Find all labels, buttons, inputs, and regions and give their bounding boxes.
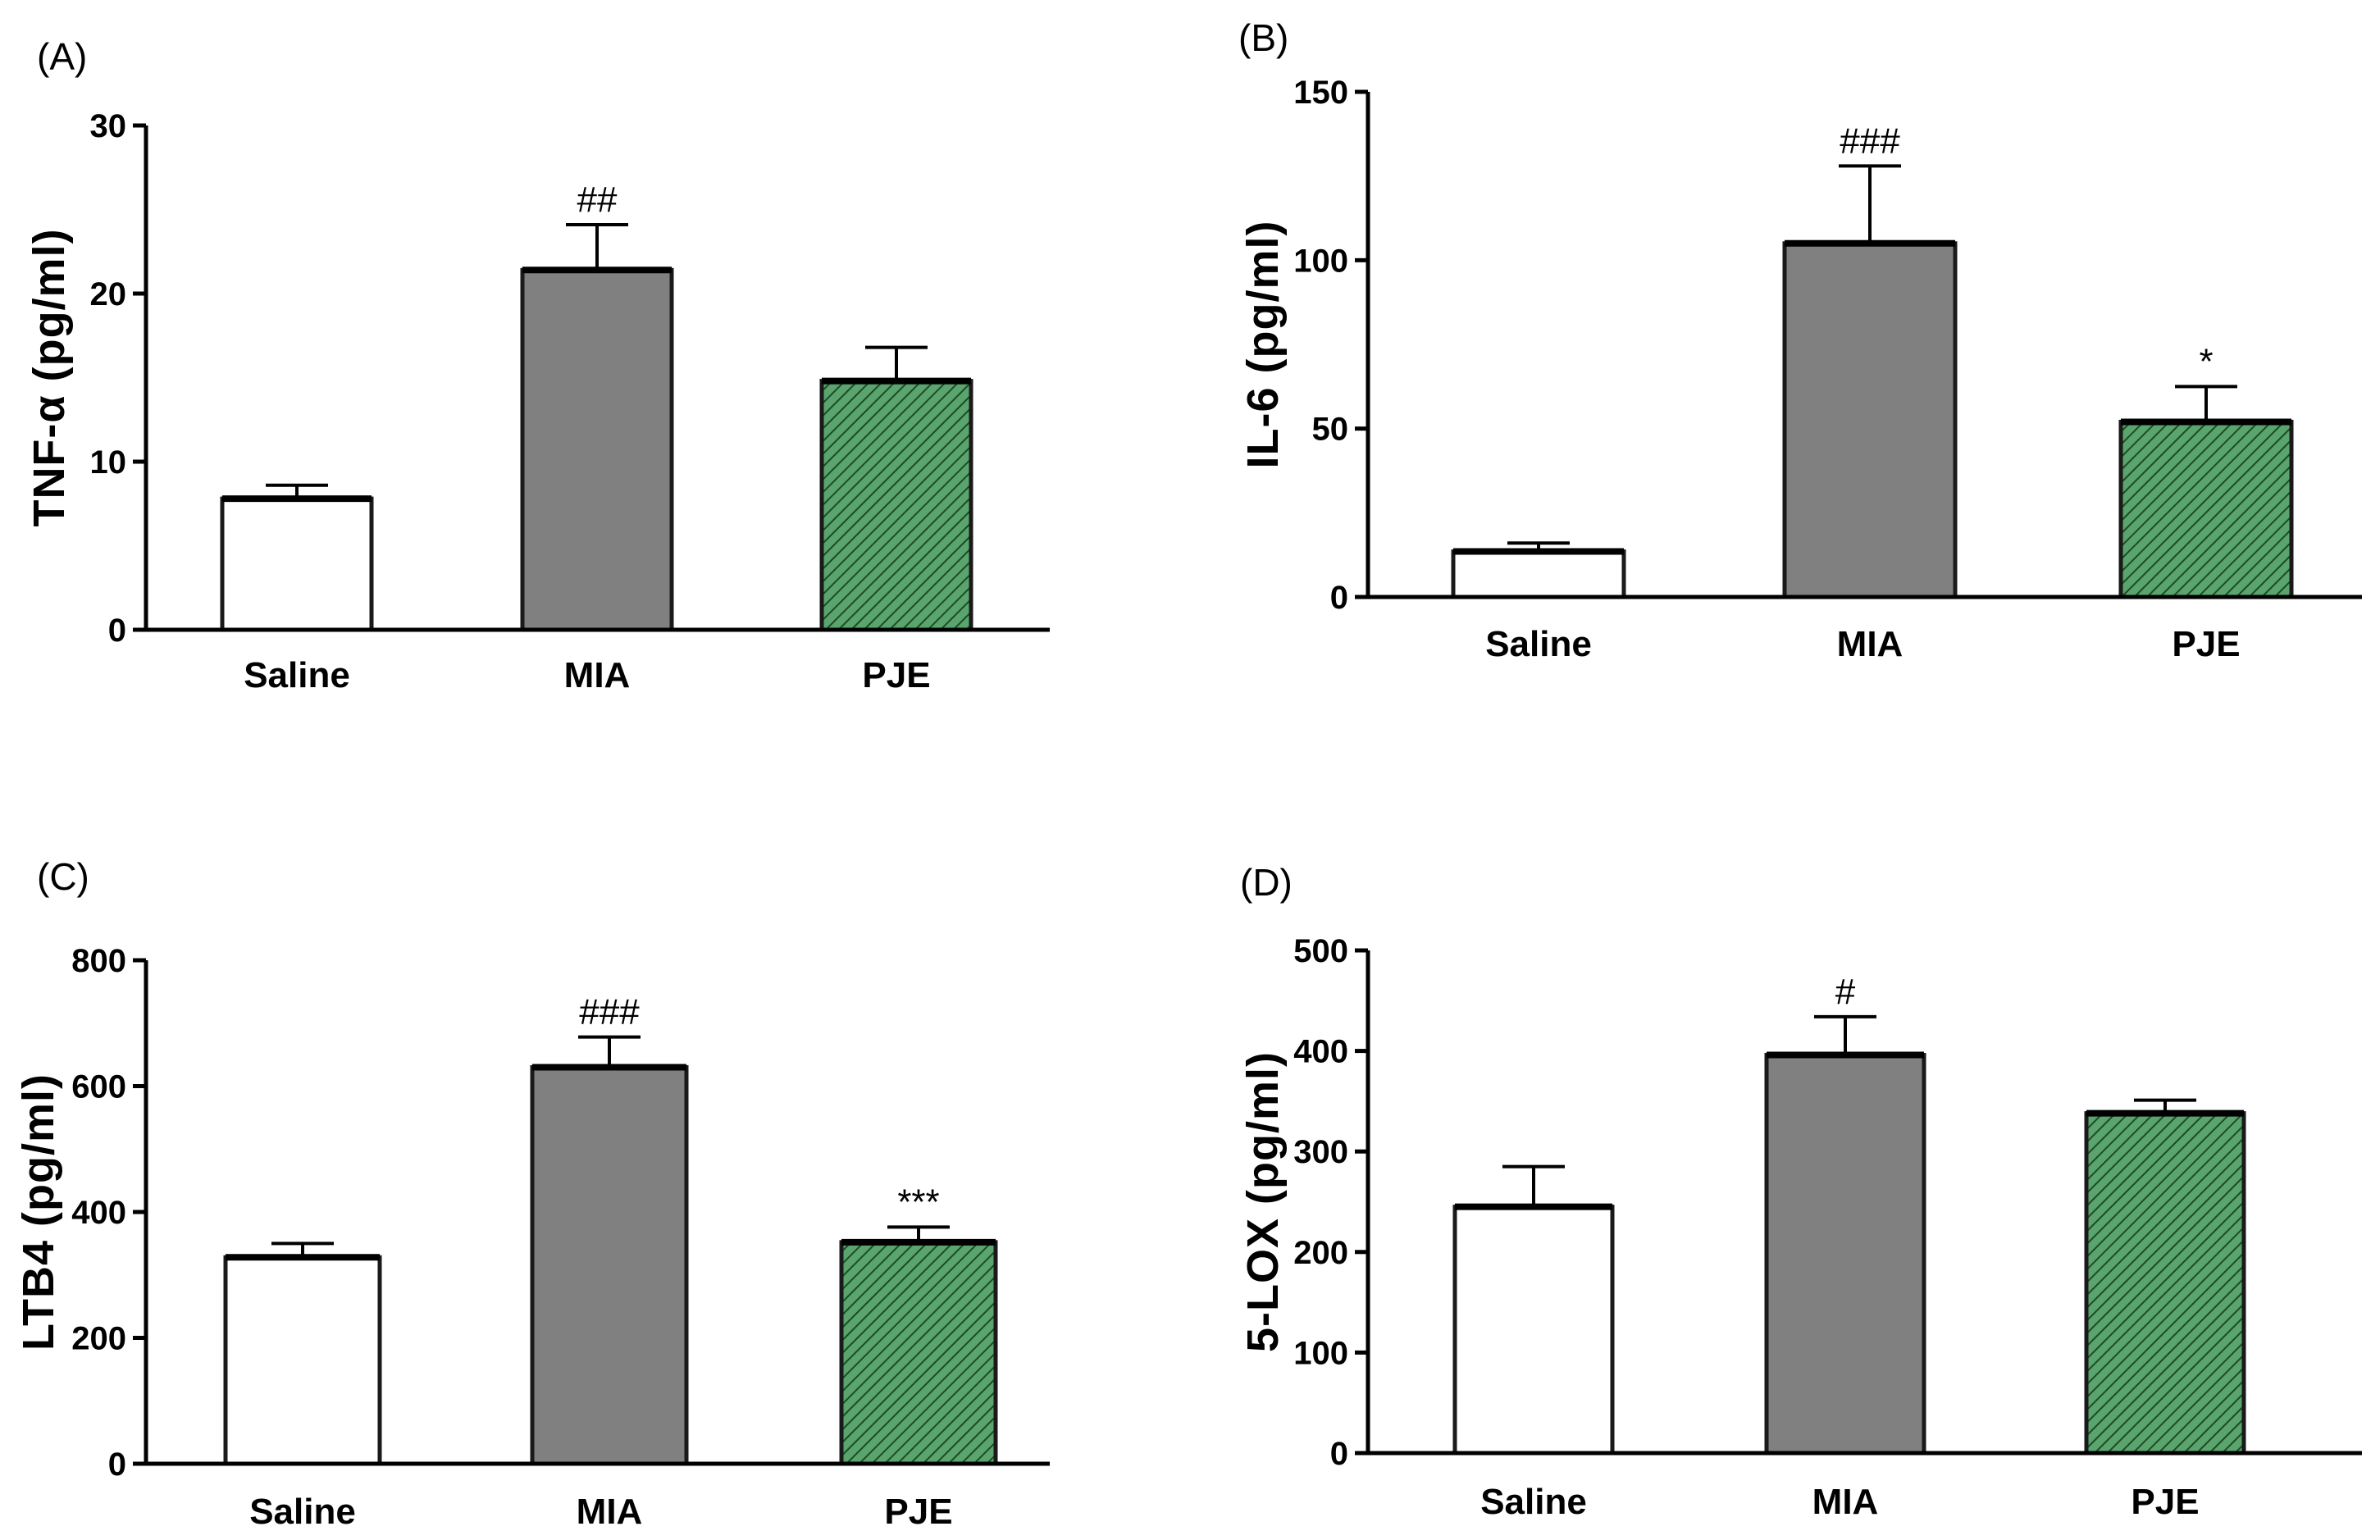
bar-mia [530, 1064, 689, 1466]
category-label-saline: Saline [1485, 624, 1592, 664]
y-axis-label: TNF-α (pg/ml) [25, 228, 74, 526]
y-tick-label: 800 [71, 943, 126, 979]
significance-mia: ### [579, 992, 640, 1032]
significance-pje: * [2199, 341, 2213, 381]
panel-label: (B) [1238, 16, 1288, 59]
y-tick-label: 10 [90, 444, 127, 481]
y-tick-label: 150 [1293, 75, 1348, 111]
significance-mia: ## [577, 180, 618, 220]
category-label-saline: Saline [1480, 1482, 1587, 1522]
bar-pje [2118, 419, 2294, 599]
y-tick-label: 0 [108, 613, 126, 649]
category-label-mia: MIA [1812, 1482, 1879, 1522]
panel-b: (B) IL-6 (pg/ml) Saline MIA ### PJE * 0 50 100 150 [1238, 16, 2362, 664]
category-label-pje: PJE [2172, 624, 2240, 664]
bar-saline [1452, 1205, 1615, 1456]
y-tick-label: 200 [71, 1321, 126, 1357]
y-axis-label: IL-6 (pg/ml) [1238, 221, 1288, 469]
category-label-mia: MIA [564, 655, 631, 695]
y-tick-label: 200 [1293, 1235, 1348, 1271]
y-tick-label: 100 [1293, 1335, 1348, 1371]
bar-pje [839, 1240, 998, 1466]
y-tick-label: 400 [1293, 1034, 1348, 1070]
significance-mia: ### [1840, 121, 1900, 161]
bar-mia [1782, 241, 1958, 599]
category-label-pje: PJE [884, 1492, 952, 1532]
panel-d: (D) 5-LOX (pg/ml) Saline MIA # PJE 0 100 200 300 4… [1238, 861, 2362, 1522]
y-tick-label: 600 [71, 1069, 126, 1105]
category-label-saline: Saline [249, 1492, 356, 1532]
bar-pje [819, 379, 973, 632]
y-tick-label: 20 [90, 276, 127, 312]
category-label-mia: MIA [577, 1492, 643, 1532]
y-tick-label: 50 [1312, 412, 1349, 448]
panel-label: (A) [37, 35, 87, 78]
y-axis-label: 5-LOX (pg/ml) [1238, 1051, 1288, 1352]
panel-label: (C) [37, 855, 89, 898]
y-tick-label: 400 [71, 1195, 126, 1231]
y-tick-label: 0 [1330, 580, 1348, 616]
bar-saline [1451, 549, 1626, 599]
y-tick-label: 300 [1293, 1134, 1348, 1170]
y-tick-label: 100 [1293, 243, 1348, 279]
category-label-mia: MIA [1837, 624, 1904, 664]
category-label-saline: Saline [244, 655, 350, 695]
panel-a: (A) TNF-α (pg/ml) Saline MIA ## PJE 0 10 20 30 [25, 35, 1050, 695]
y-tick-label: 0 [1330, 1436, 1348, 1472]
significance-pje: *** [897, 1182, 939, 1222]
bar-saline [223, 1255, 382, 1466]
significance-mia: # [1835, 972, 1856, 1012]
y-axis-label: LTB4 (pg/ml) [14, 1073, 63, 1351]
bar-pje [2084, 1111, 2246, 1456]
bar-mia [1764, 1053, 1926, 1456]
y-tick-label: 0 [108, 1447, 126, 1483]
category-label-pje: PJE [2131, 1482, 2199, 1522]
bar-mia [520, 267, 674, 632]
y-tick-label: 30 [90, 108, 127, 144]
category-label-pje: PJE [862, 655, 930, 695]
y-tick-label: 500 [1293, 933, 1348, 969]
panel-c: (C) LTB4 (pg/ml) Saline MIA ### PJE *** 0 200 400… [14, 855, 1050, 1532]
bar-saline [220, 496, 374, 632]
panel-label: (D) [1240, 861, 1293, 904]
